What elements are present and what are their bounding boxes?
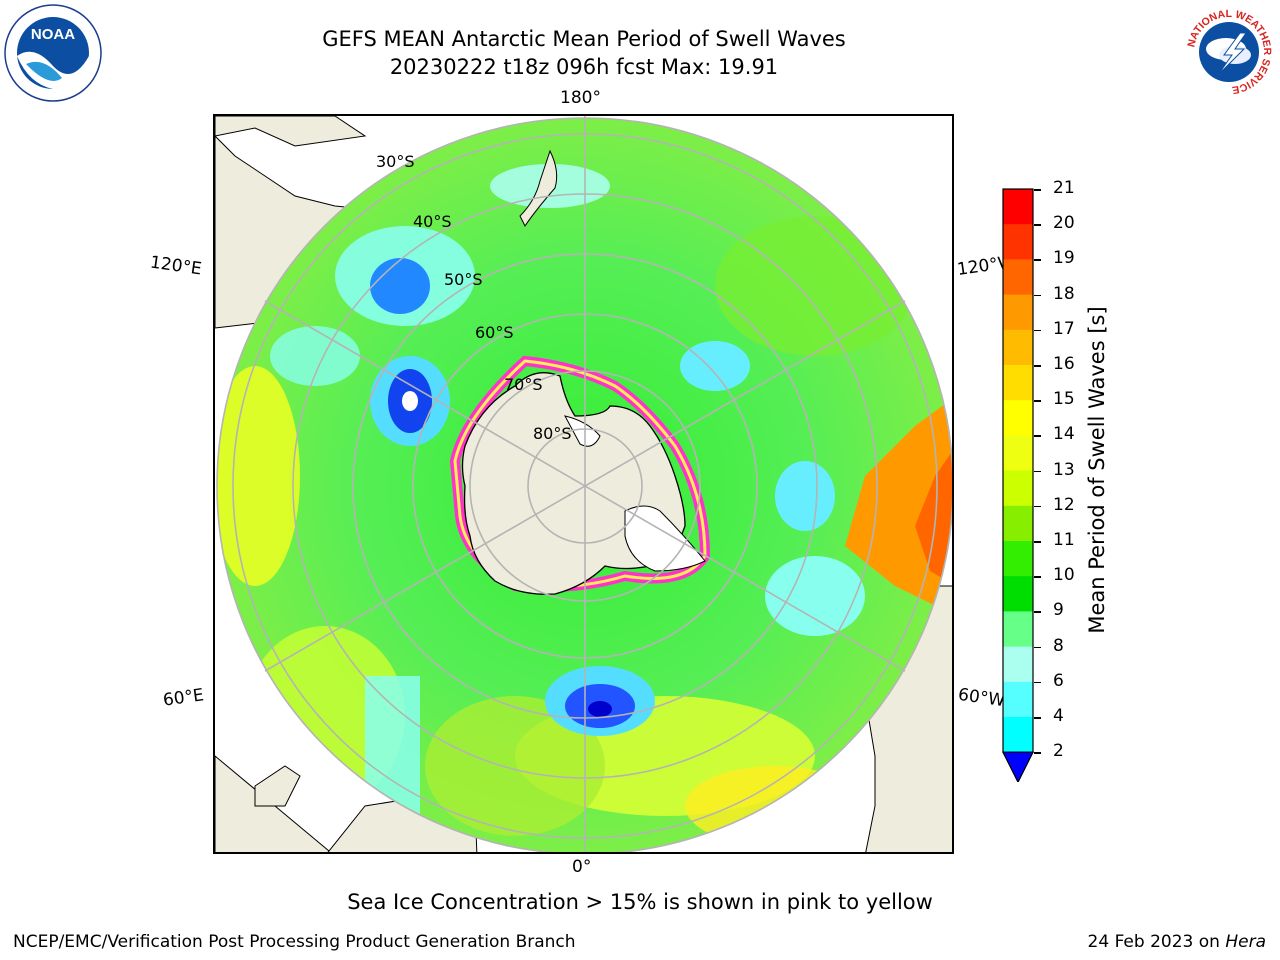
lon-label-lower-left: 60°E	[161, 685, 206, 711]
colorbar-segment	[1003, 435, 1033, 472]
colorbar-tick-mark	[1034, 646, 1041, 649]
colorbar-tick-mark	[1034, 611, 1041, 613]
colorbar-segment	[1003, 365, 1033, 401]
colorbar-segment	[1003, 189, 1033, 225]
colorbar-tick-mark	[1034, 259, 1041, 261]
noaa-logo: NOAA	[4, 4, 102, 102]
lon-label-upper-left: 120°E	[148, 252, 203, 280]
colorbar-title: Mean Period of Swell Waves [s]	[1085, 306, 1109, 634]
forecast-subtitle: 20230222 t18z 096h fcst Max: 19.91	[389, 55, 779, 79]
lat-label-50s: 50°S	[444, 270, 483, 289]
colorbar-segment	[1003, 329, 1033, 366]
national-weather-service-logo: NATIONAL WEATHER SERVICE	[1180, 3, 1278, 101]
colorbar-tick-label: 19	[1053, 248, 1075, 269]
lon-label-bottom: 0°	[572, 857, 592, 877]
colorbar-tick-label: 14	[1053, 424, 1075, 445]
colorbar-tick-label: 4	[1053, 706, 1064, 726]
colorbar-tick-label: 6	[1053, 670, 1064, 691]
colorbar-tick-label: 2	[1053, 741, 1064, 762]
colorbar-tick-label: 9	[1053, 600, 1064, 621]
colorbar-tick-mark	[1034, 294, 1041, 297]
colorbar-segment	[1003, 470, 1033, 507]
lat-label-40s: 40°S	[413, 212, 452, 231]
colorbar-tick-label: 11	[1053, 530, 1075, 550]
colorbar-tick-mark	[1034, 752, 1041, 754]
colorbar-tick-mark	[1034, 224, 1041, 226]
colorbar-segment	[1003, 681, 1033, 718]
colorbar-tick-mark	[1034, 505, 1041, 508]
colorbar-tick-mark	[1034, 717, 1041, 719]
colorbar-segment	[1003, 611, 1033, 648]
colorbar-tick-mark	[1034, 470, 1041, 473]
colorbar-segment	[1003, 646, 1033, 683]
footer-date-text: 24 Feb 2023 on	[1087, 932, 1226, 952]
svg-text:NOAA: NOAA	[31, 26, 75, 43]
footer-machine: Hera	[1225, 932, 1266, 952]
colorbar-tick-mark	[1034, 189, 1041, 191]
colorbar-tick-mark	[1034, 365, 1041, 367]
colorbar-tick-label: 20	[1053, 213, 1075, 234]
lon-label-top: 180°	[560, 88, 601, 108]
colorbar-tick-label: 13	[1053, 459, 1075, 480]
colorbar-tick-mark	[1034, 681, 1041, 684]
colorbar-tick-label: 10	[1053, 565, 1075, 586]
map-title: GEFS MEAN Antarctic Mean Period of Swell…	[322, 27, 846, 51]
colorbar-tick-label: 15	[1053, 389, 1075, 410]
colorbar-segment	[1003, 576, 1033, 612]
lon-label-lower-right: 60°W	[956, 684, 1007, 712]
colorbar-segment	[1003, 541, 1033, 577]
lat-label-60s: 60°S	[475, 323, 514, 342]
colorbar-segment	[1003, 259, 1033, 296]
lat-label-80s: 80°S	[533, 424, 572, 443]
colorbar-under-extension	[1002, 751, 1034, 784]
polar-map	[213, 114, 954, 854]
colorbar-tick-label: 18	[1053, 283, 1075, 304]
map-canvas	[215, 116, 952, 852]
colorbar-tick-mark	[1034, 576, 1041, 578]
colorbar-segment	[1003, 294, 1033, 331]
colorbar-tick-mark	[1034, 435, 1041, 437]
footer-branch: NCEP/EMC/Verification Post Processing Pr…	[13, 932, 576, 952]
colorbar-segment	[1003, 400, 1033, 436]
colorbar-tick-label: 12	[1053, 494, 1075, 515]
colorbar-segment	[1003, 717, 1033, 753]
colorbar-tick-mark	[1034, 400, 1041, 402]
colorbar-tick-label: 21	[1053, 178, 1075, 198]
sea-ice-note: Sea Ice Concentration > 15% is shown in …	[347, 890, 933, 914]
colorbar-tick-mark	[1034, 541, 1041, 543]
lat-label-30s: 30°S	[376, 152, 415, 171]
colorbar-tick-label: 16	[1053, 354, 1075, 374]
lat-label-70s: 70°S	[504, 375, 543, 394]
colorbar-tick-label: 8	[1053, 635, 1064, 656]
footer-date: 24 Feb 2023 on Hera	[1088, 932, 1266, 952]
colorbar-segment	[1003, 505, 1033, 542]
colorbar	[1002, 188, 1034, 784]
colorbar-tick-label: 17	[1053, 318, 1075, 339]
colorbar-tick-mark	[1034, 329, 1041, 332]
colorbar-segment	[1003, 224, 1033, 260]
